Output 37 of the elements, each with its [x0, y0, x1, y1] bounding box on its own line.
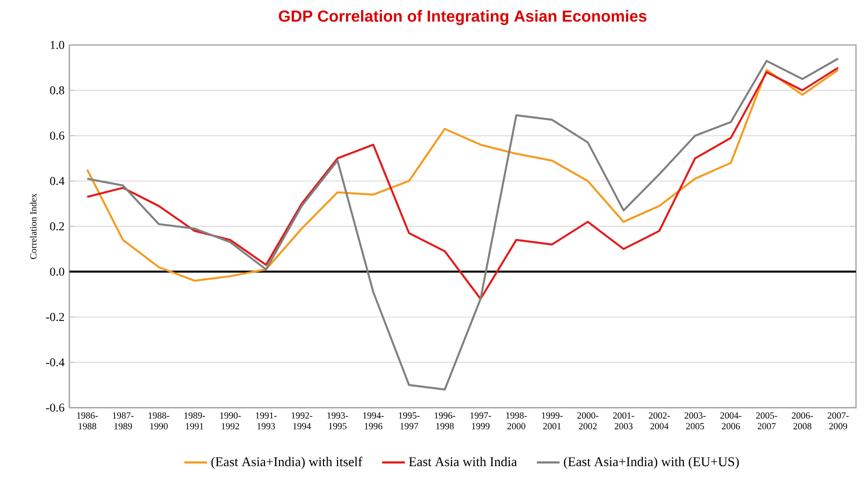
x-tick-label: 2004-2006	[720, 412, 742, 430]
x-tick-label: 1988-1990	[148, 412, 170, 430]
y-tick-label: 0.4	[50, 176, 64, 186]
y-tick-label: -0.4	[46, 358, 64, 366]
x-tick-label: 1991-1993	[256, 412, 277, 430]
y-tick-label: 0.0	[50, 268, 64, 276]
y-tick-label: 0.8	[50, 86, 64, 94]
x-tick-label: 2002-2004	[648, 412, 670, 430]
y-axis-title: Correlation Index	[30, 193, 36, 259]
legend-label: East Asia with India	[408, 456, 517, 466]
chart-title: GDP Correlation of Integrating Asian Economies	[278, 10, 646, 26]
x-tick-label: 1996-1998	[434, 412, 456, 430]
x-tick-label: 1986-1988	[77, 412, 98, 430]
x-tick-label: 1992-1994	[292, 412, 312, 430]
x-tick-label: 2007-2009	[828, 412, 849, 430]
y-tick-label: 0.6	[50, 132, 64, 140]
x-tick-label: 1997-1999	[470, 412, 492, 430]
x-tick-label: 1994-1996	[363, 412, 384, 430]
x-tick-label: 2003-2005	[684, 412, 706, 430]
x-tick-label: 2000-2002	[577, 412, 598, 430]
line-series	[86, 58, 840, 391]
y-tick-label: 1.0	[50, 40, 64, 50]
x-tick-label: 2001-2003	[613, 412, 634, 430]
x-tick-label: 1993-1995	[327, 412, 348, 430]
y-tick-label: -0.2	[46, 312, 64, 322]
x-tick-label: 1995-1997	[398, 412, 420, 430]
y-tick-label: -0.6	[46, 404, 64, 412]
x-tick-label: 2005-2007	[756, 412, 778, 430]
x-tick-label: 1989-1991	[184, 412, 206, 430]
y-tick-label: 0.2	[50, 222, 64, 230]
legend-label: (East Asia+India) with (EU+US)	[564, 456, 739, 469]
x-tick-label: 1999-2001	[542, 412, 563, 430]
x-tick-label: 1998-2000	[506, 412, 527, 430]
legend-label: (East Asia+India) with itself	[211, 456, 362, 469]
x-tick-label: 2006-2008	[792, 412, 813, 430]
x-tick-label: 1987-1989	[112, 412, 134, 430]
x-tick-label: 1990-1992	[220, 412, 241, 430]
